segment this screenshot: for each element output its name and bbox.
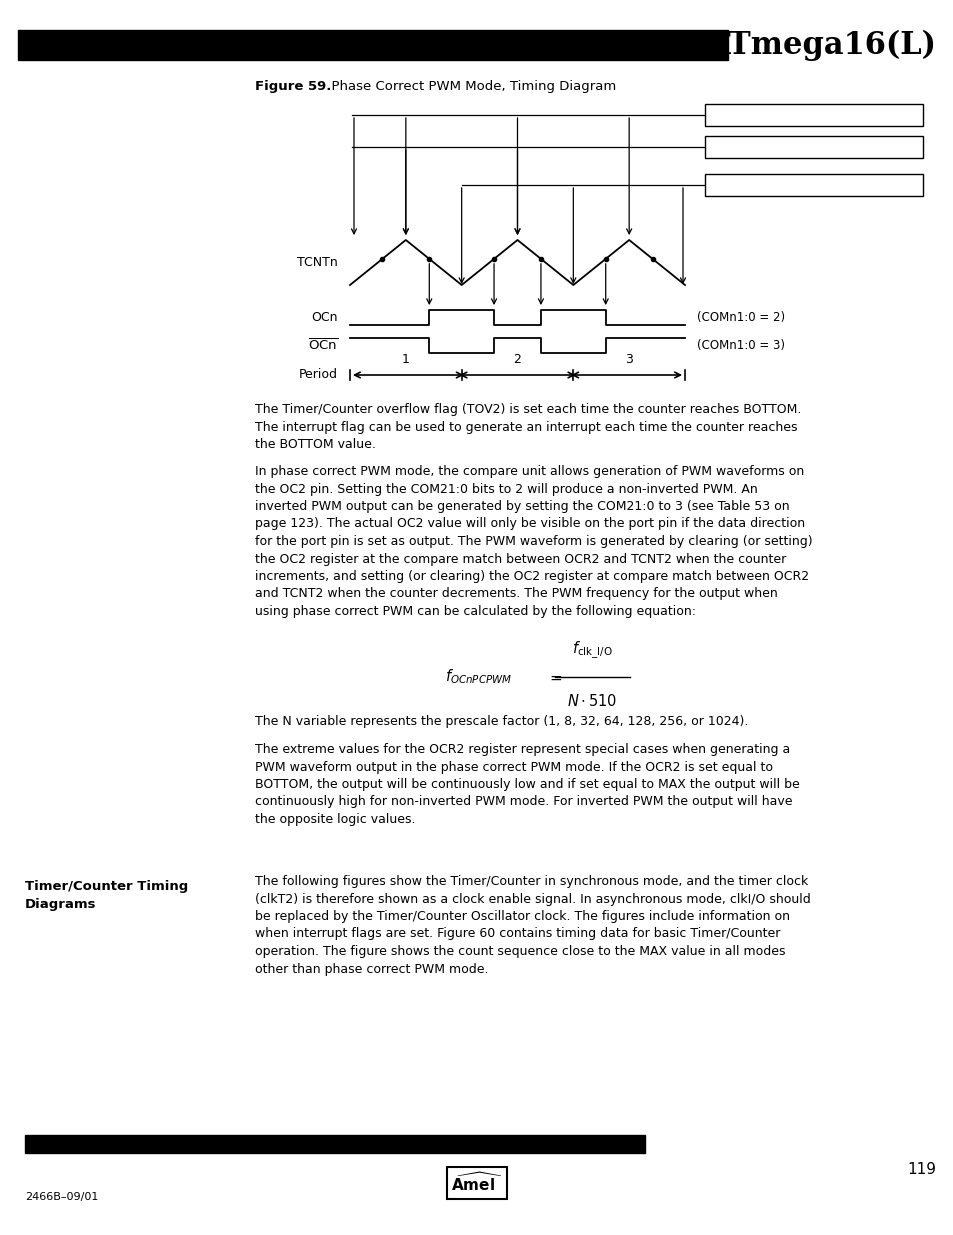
Bar (18, 30, 727, 61)
Text: Timer/Counter Timing
Diagrams: Timer/Counter Timing Diagrams (25, 881, 188, 911)
Text: (COMn1:0 = 2): (COMn1:0 = 2) (697, 311, 784, 324)
Text: $\mathbf{\widehat{Amel}}$: $\mathbf{\widehat{Amel}}$ (451, 1172, 502, 1194)
Text: $N \cdot 510$: $N \cdot 510$ (566, 693, 617, 709)
Text: OCRn Update: OCRn Update (712, 142, 786, 152)
Text: 2: 2 (513, 353, 521, 366)
Text: $f_{OCnPCPWM}$: $f_{OCnPCPWM}$ (444, 668, 512, 687)
Bar (704, 136, 923, 158)
Text: OCn: OCn (312, 311, 337, 324)
Text: (COMn1:0 = 3): (COMn1:0 = 3) (697, 338, 784, 352)
Text: $f_{\rm clk\_I/O}$: $f_{\rm clk\_I/O}$ (571, 640, 612, 661)
Text: Phase Correct PWM Mode, Timing Diagram: Phase Correct PWM Mode, Timing Diagram (323, 80, 616, 93)
Text: TCNTn: TCNTn (297, 256, 337, 269)
Text: OCn Interrupt Flag Set: OCn Interrupt Flag Set (712, 110, 835, 120)
Text: ATmega16(L): ATmega16(L) (705, 30, 935, 61)
Text: Figure 59.: Figure 59. (254, 80, 331, 93)
Bar (704, 104, 923, 126)
Text: The Timer/Counter overflow flag (TOV2) is set each time the counter reaches BOTT: The Timer/Counter overflow flag (TOV2) i… (254, 403, 801, 451)
Text: $\overline{\rm OCn}$: $\overline{\rm OCn}$ (308, 338, 337, 353)
Text: $=$: $=$ (546, 669, 562, 684)
Text: 1: 1 (401, 353, 410, 366)
Text: 2466B–09/01: 2466B–09/01 (25, 1192, 98, 1202)
Bar (704, 174, 923, 196)
Text: Period: Period (298, 368, 337, 382)
Text: TOVn Interrupt Flag Set: TOVn Interrupt Flag Set (712, 180, 841, 190)
Text: In phase correct PWM mode, the compare unit allows generation of PWM waveforms o: In phase correct PWM mode, the compare u… (254, 466, 812, 618)
Text: The N variable represents the prescale factor (1, 8, 32, 64, 128, 256, or 1024).: The N variable represents the prescale f… (254, 715, 747, 727)
Text: 119: 119 (906, 1162, 935, 1177)
Text: The following figures show the Timer/Counter in synchronous mode, and the timer : The following figures show the Timer/Cou… (254, 876, 810, 976)
Bar (25, 1135, 644, 1153)
Text: 3: 3 (624, 353, 633, 366)
Text: The extreme values for the OCR2 register represent special cases when generating: The extreme values for the OCR2 register… (254, 743, 799, 826)
